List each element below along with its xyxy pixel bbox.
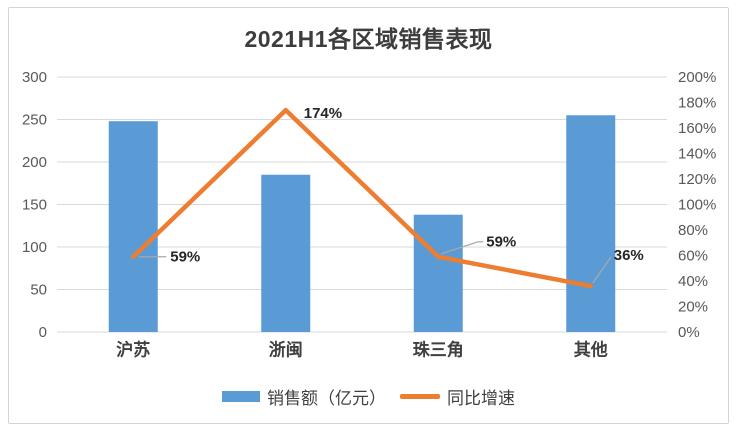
growth-line	[131, 107, 593, 289]
right-axis-tick-label: 180%	[678, 94, 716, 111]
data-label-leader-line	[441, 241, 484, 255]
right-axis-tick-label: 80%	[678, 222, 708, 239]
right-axis-tick-label: 140%	[678, 145, 716, 162]
left-axis-tick-label: 200	[22, 154, 47, 171]
chart-title: 2021H1各区域销售表现	[244, 26, 493, 52]
right-axis-tick-label: 0%	[678, 324, 700, 341]
bar-浙闽	[261, 174, 311, 332]
right-axis-tick-label: 120%	[678, 171, 716, 188]
legend-item-sales: 销售额（亿元）	[222, 384, 386, 409]
category-label-其他: 其他	[574, 339, 608, 359]
category-label-珠三角: 珠三角	[413, 339, 464, 359]
left-axis-tick-label: 300	[22, 69, 47, 86]
left-axis-tick-label: 50	[30, 281, 47, 298]
right-axis-tick-label: 20%	[678, 298, 708, 315]
right-axis-tick-label: 40%	[678, 273, 708, 290]
category-label-浙闽: 浙闽	[269, 339, 303, 359]
data-label-leader-line	[592, 256, 612, 284]
right-axis-tick-label: 60%	[678, 247, 708, 264]
left-axis-tick-label: 150	[22, 196, 47, 213]
data-label-浙闽: 174%	[304, 105, 342, 122]
legend: 销售额（亿元） 同比增速	[0, 384, 737, 409]
legend-item-growth: 同比增速	[400, 384, 515, 409]
right-axis-tick-label: 200%	[678, 69, 716, 86]
data-label-沪苏: 59%	[170, 249, 200, 266]
left-axis-tick-label: 0	[39, 324, 47, 341]
bar-沪苏	[108, 121, 158, 332]
bar-其他	[566, 115, 616, 332]
data-label-其他: 36%	[614, 247, 644, 264]
category-label-沪苏: 沪苏	[116, 339, 150, 359]
data-label-珠三角: 59%	[486, 234, 516, 251]
left-axis-tick-label: 250	[22, 111, 47, 128]
legend-label-growth: 同比增速	[447, 389, 515, 408]
bar-珠三角	[413, 214, 463, 332]
line-series-swatch	[400, 394, 440, 399]
bar-series-swatch	[222, 391, 260, 402]
right-axis-tick-label: 160%	[678, 120, 716, 137]
right-axis-tick-label: 100%	[678, 196, 716, 213]
legend-label-sales: 销售额（亿元）	[267, 389, 386, 408]
left-axis-tick-label: 100	[22, 239, 47, 256]
